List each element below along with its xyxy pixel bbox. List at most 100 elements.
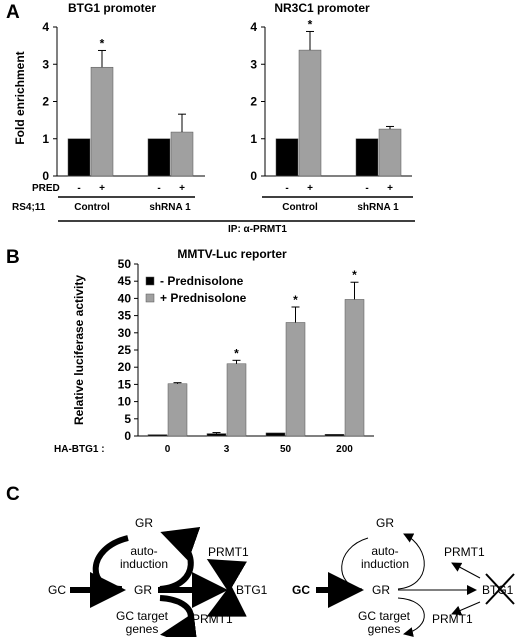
y-tick-label: 0	[124, 429, 131, 443]
pred-sign-label: -	[285, 183, 288, 194]
y-tick-label: 4	[250, 20, 257, 34]
bar	[265, 432, 286, 437]
btg1-to-prmt1-top-arrow	[206, 558, 247, 593]
group-label: Control	[282, 202, 318, 213]
significance-marker: *	[308, 17, 313, 31]
y-tick-label: 1	[42, 132, 49, 146]
prmt1-top-node: PRMT1	[444, 545, 485, 559]
legend-label: + Prednisolone	[160, 291, 247, 305]
group-label: Control	[74, 202, 110, 213]
gr-top-node: GR	[135, 516, 153, 530]
y-axis-label: Relative luciferase activity	[72, 275, 86, 425]
bar	[378, 128, 402, 177]
x-tick-label: 3	[224, 444, 230, 455]
gc-target-genes-node: GC target	[358, 609, 411, 623]
bar	[226, 363, 247, 437]
gr-to-target-genes-arrow	[159, 595, 198, 637]
significance-marker: *	[100, 36, 105, 50]
y-tick-label: 20	[118, 360, 132, 374]
bar	[275, 138, 299, 177]
y-tick-label: 3	[250, 57, 257, 71]
auto-induction-arrow-right	[159, 527, 201, 592]
panel-letter-a: A	[6, 2, 20, 23]
y-tick-label: 0	[42, 169, 49, 183]
btg1-node: BTG1	[236, 583, 268, 597]
gr-top-node: GR	[376, 516, 394, 530]
mmtv-luc-reporter-chart: MMTV-Luc reporter Relative luciferase ac…	[54, 247, 374, 455]
auto-induction-label: induction	[120, 557, 168, 571]
legend-swatch	[145, 293, 155, 303]
auto-induction-label: induction	[361, 557, 409, 571]
y-tick-label: 15	[118, 377, 132, 391]
y-tick-label: 10	[118, 395, 132, 409]
auto-induction-label: auto-	[130, 544, 157, 558]
knockdown-cross-icon	[485, 573, 515, 605]
panel-letter-b: B	[6, 247, 20, 268]
chart-title: MMTV-Luc reporter	[177, 247, 287, 261]
gr-node: GR	[134, 583, 152, 597]
y-tick-label: 35	[118, 309, 132, 323]
gc-target-genes-node: GC target	[116, 609, 169, 623]
legend-label: - Prednisolone	[160, 274, 244, 288]
gr-to-target-genes-arrow	[397, 597, 425, 637]
bar	[285, 322, 306, 437]
auto-induction-label: auto-	[371, 544, 398, 558]
btg1-to-prmt1-bottom-arrow	[451, 601, 481, 616]
cell-line-label: RS4;11	[12, 202, 46, 213]
pred-sign-label: -	[365, 183, 368, 194]
diagram-normal-pathway: GR auto- induction GC GR PRMT1 BTG1 PRMT…	[48, 516, 268, 637]
significance-marker: *	[352, 268, 357, 282]
btg1-to-prmt1-bottom-arrow	[206, 584, 247, 617]
auto-induction-arrow-right	[397, 533, 425, 590]
diagram-btg1-knockdown-pathway: GR auto- induction GC GR PRMT1 BTG1 PRMT…	[292, 516, 515, 637]
pred-sign-label: +	[387, 183, 393, 194]
panel-a-annotations: PRED RS4;11 IP: α-PRMT1	[12, 183, 415, 235]
chart-title: NR3C1 promoter	[274, 1, 370, 15]
y-tick-label: 3	[42, 57, 49, 71]
gc-node: GC	[292, 583, 310, 597]
y-tick-label: 0	[250, 169, 257, 183]
y-tick-label: 40	[118, 291, 132, 305]
legend-swatch	[145, 276, 155, 286]
x-tick-label: 0	[165, 444, 171, 455]
panel-letter-c: C	[6, 484, 20, 505]
prmt1-bottom-node: PRMT1	[432, 612, 473, 626]
chart-title: BTG1 promoter	[68, 1, 156, 15]
bar	[298, 49, 322, 177]
y-tick-label: 4	[42, 20, 49, 34]
bar	[167, 383, 188, 437]
x-axis-label: HA-BTG1 :	[54, 444, 105, 455]
bar	[355, 138, 379, 177]
group-label: shRNA 1	[357, 202, 399, 213]
y-tick-label: 25	[118, 343, 132, 357]
x-tick-label: 200	[336, 444, 353, 455]
y-tick-label: 1	[250, 132, 257, 146]
y-axis-label: Fold enrichment	[13, 51, 27, 144]
y-tick-label: 50	[118, 257, 132, 271]
gc-node: GC	[48, 583, 66, 597]
btg1-promoter-chart: BTG1 promoter Fold enrichment 0 1 2 3 4 - * + - +…	[13, 1, 205, 213]
gc-target-genes-node: genes	[368, 622, 401, 636]
pred-sign-label: +	[99, 183, 105, 194]
bar	[170, 131, 194, 177]
prmt1-top-node: PRMT1	[208, 545, 249, 559]
x-tick-label: 50	[280, 444, 292, 455]
bar	[344, 299, 365, 437]
pred-label: PRED	[32, 183, 60, 194]
bar	[67, 138, 91, 177]
btg1-to-prmt1-top-arrow	[451, 562, 481, 579]
bar	[90, 66, 114, 177]
bar	[324, 434, 345, 437]
y-tick-label: 2	[42, 95, 49, 109]
y-tick-label: 5	[124, 412, 131, 426]
gr-node: GR	[372, 583, 390, 597]
ip-label: IP: α-PRMT1	[228, 224, 287, 235]
bar	[147, 138, 171, 177]
significance-marker: *	[293, 293, 298, 307]
pred-sign-label: -	[77, 183, 80, 194]
nr3c1-promoter-chart: NR3C1 promoter 0 1 2 3 4 - * + - + Control shRNA 1	[250, 1, 413, 213]
y-tick-label: 45	[118, 274, 132, 288]
bar	[147, 434, 168, 437]
pred-sign-label: -	[157, 183, 160, 194]
